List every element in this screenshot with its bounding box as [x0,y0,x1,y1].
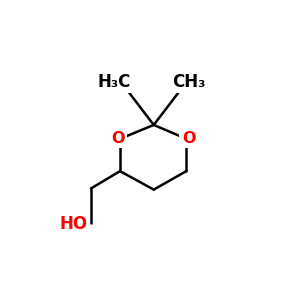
Text: HO: HO [59,215,88,233]
Text: CH₃: CH₃ [172,73,205,91]
Text: O: O [111,130,124,146]
Text: O: O [182,130,195,146]
Text: H₃C: H₃C [98,73,131,91]
